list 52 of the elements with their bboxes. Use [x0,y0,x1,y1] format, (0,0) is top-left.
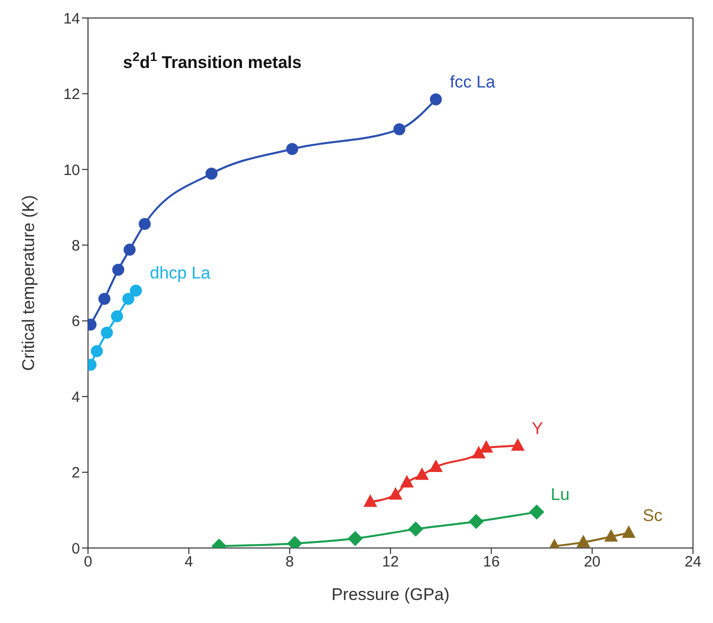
point [400,476,414,488]
y-tick-label: 12 [63,86,80,104]
y-tick-label: 4 [72,388,80,406]
point [416,468,429,480]
point [130,284,142,297]
point [576,535,590,548]
x-tick-label: 24 [684,554,702,571]
point [287,536,302,548]
y-tick-label: 2 [72,464,80,482]
point [430,93,442,106]
x-axis-title: Pressure (GPa) [331,585,450,604]
point [393,123,406,136]
y-tick-label: 10 [63,162,80,179]
point [429,460,442,472]
text: s$^{2}$d$^{1}$ Transition metals [123,48,302,72]
point [364,494,377,507]
point [110,310,123,322]
series-label: Lu [550,485,570,504]
x-tick-label: 0 [84,554,92,571]
point [529,504,544,520]
point [472,446,486,458]
series-label: dhcp La [150,264,211,283]
y-tick-label: 0 [72,540,80,558]
point [348,531,362,546]
point [138,218,151,230]
point [468,514,484,529]
point [286,142,298,155]
y-axis-title: Critical temperature (K) [19,195,38,371]
x-tick-label: 16 [482,554,500,571]
point [408,522,423,536]
y-tick-label: 8 [72,237,80,254]
point [124,244,136,256]
x-tick-label: 20 [584,554,601,571]
point [604,530,618,542]
point [622,526,636,538]
point [90,345,103,358]
x-tick-label: 8 [285,554,294,571]
point [122,292,134,305]
y-tick-label: 14 [63,10,80,28]
series-label: Sc [642,506,664,525]
point [206,168,218,180]
point [480,440,493,453]
point [511,438,524,451]
series-label: Y [532,418,544,438]
point [112,264,124,276]
point [98,292,110,305]
x-tick-label: 4 [184,554,194,571]
series-label: fcc La [450,72,496,92]
point [389,488,402,500]
y-tick-label: 6 [72,313,80,330]
point [100,326,113,339]
x-tick-label: 12 [382,554,399,571]
